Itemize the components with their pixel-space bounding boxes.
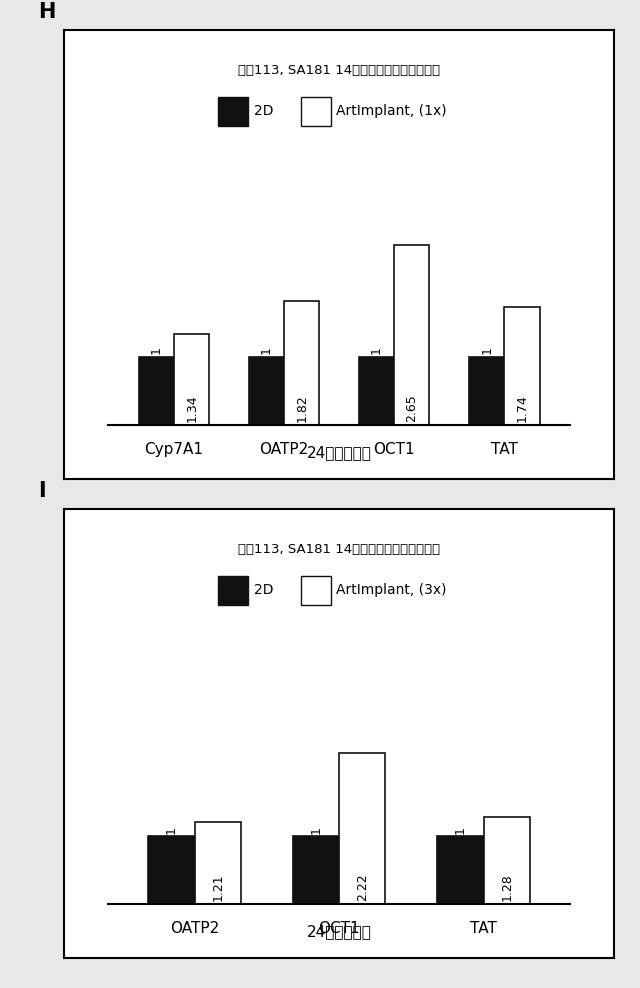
Bar bbox=[284, 301, 319, 425]
Text: 1: 1 bbox=[260, 347, 273, 355]
Text: 1.21: 1.21 bbox=[211, 873, 225, 901]
Bar bbox=[359, 358, 394, 425]
Text: 1: 1 bbox=[310, 826, 323, 834]
Bar bbox=[394, 245, 429, 425]
Bar bbox=[139, 358, 174, 425]
Bar bbox=[301, 97, 331, 126]
Text: 2.65: 2.65 bbox=[405, 394, 419, 422]
Bar bbox=[218, 97, 248, 126]
Text: ArtImplant, (1x): ArtImplant, (1x) bbox=[337, 104, 447, 118]
Text: 2D: 2D bbox=[254, 104, 273, 118]
Text: 1: 1 bbox=[370, 347, 383, 355]
Bar bbox=[218, 576, 248, 606]
Text: 24日目に分析: 24日目に分析 bbox=[307, 445, 372, 459]
Bar bbox=[339, 753, 385, 904]
Text: 1: 1 bbox=[165, 826, 178, 834]
Text: 1: 1 bbox=[150, 347, 163, 355]
Text: 1: 1 bbox=[454, 826, 467, 834]
Text: 24日目に分析: 24日目に分析 bbox=[307, 924, 372, 939]
Text: 1: 1 bbox=[480, 347, 493, 355]
Text: H: H bbox=[38, 2, 56, 22]
Text: 1.28: 1.28 bbox=[500, 873, 513, 901]
Text: 1.82: 1.82 bbox=[295, 394, 308, 422]
Bar bbox=[504, 307, 540, 425]
Text: 2D: 2D bbox=[254, 583, 273, 597]
Text: 1.34: 1.34 bbox=[185, 394, 198, 422]
Bar bbox=[195, 822, 241, 904]
Bar bbox=[438, 836, 484, 904]
Bar bbox=[469, 358, 504, 425]
Text: 1.74: 1.74 bbox=[515, 394, 529, 422]
Bar bbox=[484, 817, 530, 904]
Bar bbox=[148, 836, 195, 904]
Text: ArtImplant, (3x): ArtImplant, (3x) bbox=[337, 583, 447, 597]
Text: 実験113, SA181 14日目，コーティング無し: 実験113, SA181 14日目，コーティング無し bbox=[238, 542, 440, 556]
Text: 2.22: 2.22 bbox=[356, 873, 369, 901]
Bar bbox=[249, 358, 284, 425]
Bar bbox=[301, 576, 331, 606]
Bar bbox=[174, 334, 209, 425]
Text: 実験113, SA181 14日目，コーティング無し: 実験113, SA181 14日目，コーティング無し bbox=[238, 63, 440, 77]
Text: I: I bbox=[38, 481, 46, 501]
Bar bbox=[293, 836, 339, 904]
